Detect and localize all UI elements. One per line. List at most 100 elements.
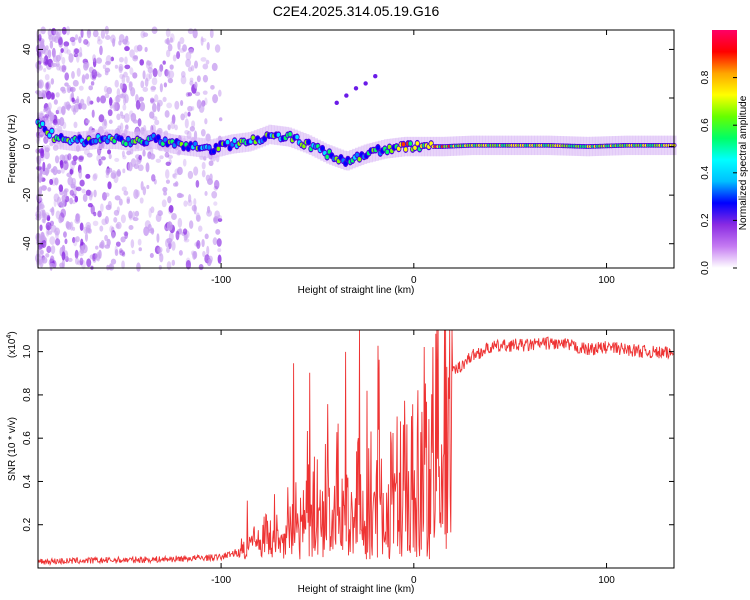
noise-blob	[128, 225, 134, 230]
ridge-point	[47, 133, 52, 138]
noise-blob	[43, 68, 47, 73]
noise-blob	[205, 59, 210, 65]
noise-blob	[147, 67, 153, 74]
noise-blob	[125, 35, 129, 43]
noise-blob	[75, 98, 80, 104]
noise-blob	[121, 74, 126, 84]
noise-blob	[74, 249, 79, 259]
noise-blob	[184, 118, 189, 129]
noise-blob	[64, 238, 68, 245]
noise-blob	[201, 238, 205, 248]
noise-blob	[177, 217, 183, 228]
noise-blob	[216, 238, 222, 247]
noise-blob	[172, 173, 176, 178]
noise-blob	[114, 157, 120, 163]
colorbar-tick-label: 0.2	[700, 213, 711, 227]
noise-blob	[139, 197, 144, 204]
noise-blob	[204, 233, 209, 240]
noise-blob	[218, 117, 223, 122]
noise-blob	[187, 105, 193, 112]
noise-blob	[124, 231, 129, 240]
noise-blob	[84, 232, 88, 242]
noise-blob	[56, 63, 61, 71]
noise-blob	[96, 96, 101, 103]
noise-blob	[180, 113, 185, 121]
noise-blob	[164, 152, 170, 158]
noise-blob	[129, 49, 135, 58]
noise-blob	[69, 197, 73, 205]
noise-blob	[109, 225, 114, 233]
noise-blob	[217, 248, 222, 253]
noise-blob	[149, 153, 156, 160]
noise-blob	[100, 240, 105, 250]
noise-blob	[110, 56, 115, 62]
y-tick-label: 0	[22, 143, 33, 149]
noise-blob	[114, 248, 119, 256]
noise-blob	[39, 40, 45, 48]
noise-blob	[107, 109, 113, 117]
noise-blob	[63, 45, 69, 54]
ridge-point	[225, 140, 230, 145]
noise-blob	[85, 73, 90, 80]
noise-blob	[155, 213, 162, 223]
noise-blob	[43, 213, 48, 221]
noise-blob	[80, 238, 84, 247]
noise-blob	[53, 193, 60, 202]
noise-blob	[72, 107, 77, 115]
ridge-point	[403, 147, 408, 152]
noise-blob	[140, 180, 144, 191]
noise-blob	[74, 195, 79, 203]
noise-blob	[87, 228, 92, 234]
spectrogram-x-label: Height of straight line (km)	[298, 285, 415, 296]
noise-blob	[171, 114, 176, 125]
ridge-point	[306, 139, 311, 145]
noise-blob	[151, 174, 156, 182]
noise-blob	[61, 26, 67, 35]
noise-blob	[117, 125, 122, 131]
noise-blob	[133, 55, 139, 60]
noise-blob	[165, 49, 171, 58]
noise-blob	[166, 237, 173, 244]
noise-blob	[182, 158, 187, 167]
noise-blob	[123, 231, 129, 237]
noise-blob	[115, 241, 121, 247]
noise-blob	[104, 216, 109, 225]
ridge-point	[144, 140, 149, 146]
colorbar-tick-label: 0.6	[700, 118, 711, 132]
noise-blob	[214, 44, 221, 53]
noise-blob	[166, 39, 171, 45]
noise-blob	[180, 75, 187, 85]
noise-blob	[58, 215, 63, 224]
noise-blob	[79, 46, 83, 57]
noise-blob	[85, 119, 91, 124]
noise-blob	[61, 89, 67, 94]
noise-blob	[138, 247, 142, 252]
noise-blob	[167, 154, 173, 159]
ridge-point	[325, 154, 329, 160]
noise-blob	[130, 239, 135, 249]
noise-blob	[47, 28, 53, 37]
noise-blob	[194, 60, 199, 69]
ridge-point	[413, 145, 417, 151]
noise-blob	[108, 153, 112, 160]
ridge-point	[376, 145, 380, 150]
noise-blob	[66, 103, 71, 111]
noise-blob	[54, 155, 60, 164]
noise-blob	[100, 203, 104, 212]
noise-blob	[123, 96, 127, 106]
noise-blob	[74, 34, 79, 41]
noise-blob	[124, 56, 128, 65]
ridge-point	[385, 149, 390, 155]
noise-blob	[152, 68, 158, 78]
noise-blob	[44, 82, 51, 91]
noise-blob	[187, 92, 193, 97]
noise-blob	[63, 41, 70, 47]
noise-blob	[100, 95, 107, 104]
noise-blob	[75, 186, 82, 192]
noise-blob	[176, 51, 181, 60]
noise-blob	[212, 237, 218, 246]
noise-blob	[134, 210, 140, 217]
noise-blob	[36, 159, 41, 165]
noise-blob	[71, 97, 75, 102]
noise-blob	[87, 202, 93, 208]
